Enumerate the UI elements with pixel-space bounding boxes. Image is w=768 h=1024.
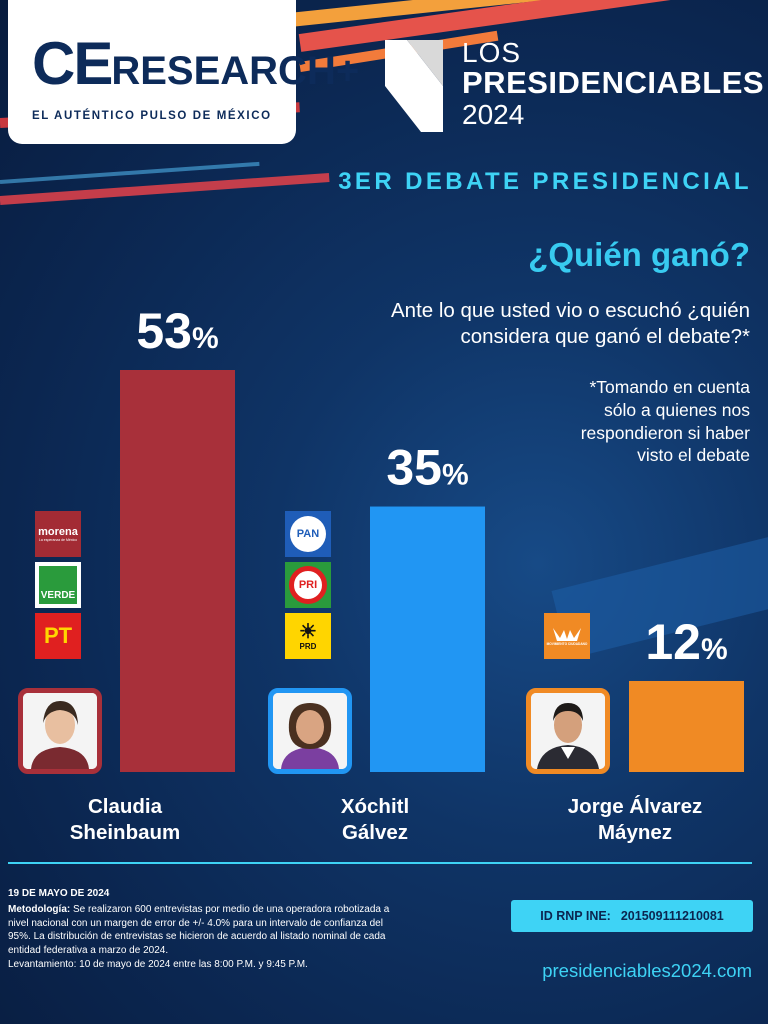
pt-logo-icon: PT — [35, 613, 81, 659]
prd-logo-icon: ☀ PRD — [285, 613, 331, 659]
morena-logo-icon: morena La esperanza de México — [35, 511, 81, 557]
ce-research-logo: CERESEARCH+ — [32, 30, 360, 97]
publication-date: 19 DE MAYO DE 2024 — [8, 888, 110, 899]
verde-logo-icon: VERDE — [35, 562, 81, 608]
methodology-text: Metodología: Se realizaron 600 entrevist… — [8, 904, 390, 970]
logo-tagline: EL AUTÉNTICO PULSO DE MÉXICO — [32, 110, 272, 122]
debate-title: 3ER DEBATE PRESIDENCIAL — [338, 168, 752, 195]
movimiento-ciudadano-logo-icon: MOVIMIENTO CIUDADANO — [544, 613, 590, 659]
footer-divider — [8, 862, 752, 864]
candidate-name-claudia-sheinbaum: Claudia Sheinbaum — [69, 795, 181, 845]
results-bar-chart: 53% 35% 12% — [120, 303, 744, 772]
footnote: *Tomando en cuenta sólo a quienes nos re… — [580, 377, 750, 466]
question-text: Ante lo que usted vio o escuchó ¿quién c… — [391, 299, 750, 349]
presidenciables-mark-icon — [385, 40, 443, 132]
bar-1 — [120, 370, 235, 772]
pan-logo-icon: PAN — [285, 511, 331, 557]
website-link[interactable]: presidenciables2024.com — [542, 960, 752, 981]
rnp-id-badge: ID RNP INE: 201509111210081 — [511, 900, 753, 932]
series-title: LOS PRESIDENCIABLES 2024 — [462, 37, 765, 130]
candidate-name-jorge-alvarez-maynez: Jorge Álvarez Máynez — [567, 795, 703, 845]
bar-3 — [629, 680, 744, 772]
candidate-name-xochitl-galvez: Xóchitl Gálvez — [340, 795, 410, 845]
value-label-1: 53% — [136, 303, 218, 359]
pri-logo-icon: PRI — [285, 562, 331, 608]
bar-2 — [370, 506, 485, 772]
value-label-3: 12% — [645, 614, 727, 670]
value-label-2: 35% — [386, 440, 468, 496]
question-heading: ¿Quién ganó? — [528, 236, 750, 273]
avatar-xochitl-galvez — [268, 688, 352, 774]
logo-box: CERESEARCH+ EL AUTÉNTICO PULSO DE MÉXICO — [8, 0, 359, 144]
avatar-claudia-sheinbaum — [18, 688, 102, 774]
avatar-jorge-alvarez-maynez — [526, 688, 610, 774]
